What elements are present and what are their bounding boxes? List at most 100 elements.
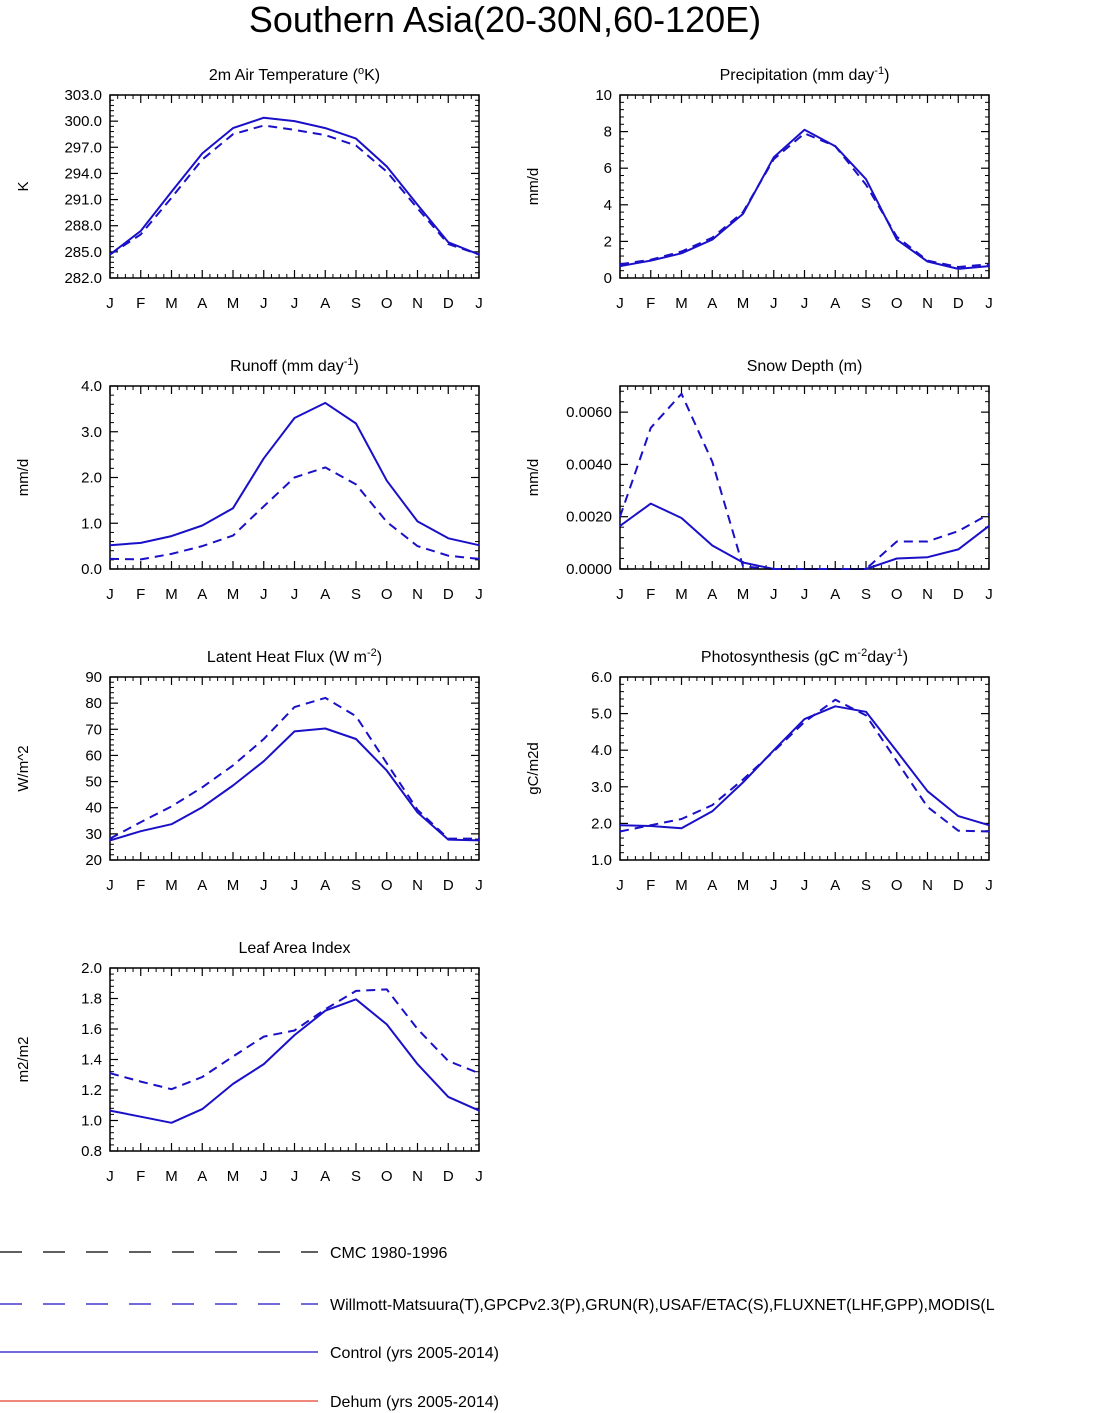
panel-title-part: ) bbox=[377, 649, 382, 666]
x-tick-label: A bbox=[707, 295, 717, 312]
x-tick-label: J bbox=[616, 586, 624, 603]
x-tick-label: J bbox=[475, 1168, 483, 1185]
panel-title-part: Photosynthesis (gC m bbox=[701, 649, 858, 666]
panel-title-part: -1 bbox=[344, 356, 354, 368]
panel-title-part: ) bbox=[884, 67, 889, 84]
y-tick-label: 300.0 bbox=[64, 113, 102, 130]
panel-title-part: o bbox=[358, 65, 364, 77]
x-tick-label: J bbox=[291, 1168, 299, 1185]
y-tick-label: 0 bbox=[604, 270, 612, 287]
y-tick-label: 4.0 bbox=[81, 378, 102, 395]
y-tick-label: 2.0 bbox=[81, 960, 102, 977]
x-tick-label: A bbox=[320, 586, 330, 603]
x-tick-label: D bbox=[953, 295, 964, 312]
x-tick-label: M bbox=[227, 1168, 240, 1185]
x-tick-label: N bbox=[922, 295, 933, 312]
x-tick-label: J bbox=[260, 295, 268, 312]
x-tick-label: A bbox=[197, 586, 207, 603]
y-tick-label: 297.0 bbox=[64, 139, 102, 156]
y-tick-label: 0.0060 bbox=[566, 404, 612, 421]
x-tick-label: M bbox=[165, 295, 178, 312]
x-tick-label: J bbox=[260, 1168, 268, 1185]
x-tick-label: M bbox=[165, 586, 178, 603]
x-tick-label: J bbox=[291, 586, 299, 603]
y-tick-label: 2.0 bbox=[81, 470, 102, 487]
y-axis-label: mm/d bbox=[525, 459, 542, 497]
x-tick-label: O bbox=[381, 295, 393, 312]
y-tick-label: 3.0 bbox=[81, 424, 102, 441]
x-tick-label: S bbox=[861, 295, 871, 312]
series-line-dashed bbox=[109, 988, 480, 1091]
series-line-solid bbox=[109, 998, 480, 1124]
x-tick-label: J bbox=[616, 877, 624, 894]
series-line-solid bbox=[619, 128, 990, 270]
y-axis-label: mm/d bbox=[15, 459, 32, 497]
plot-frame bbox=[619, 385, 990, 570]
y-tick-label: 0.0040 bbox=[566, 456, 612, 473]
y-tick-label: 50 bbox=[85, 774, 102, 791]
x-tick-label: J bbox=[770, 877, 778, 894]
y-tick-label: 1.0 bbox=[81, 1113, 102, 1130]
y-tick-label: 2.0 bbox=[591, 815, 612, 832]
x-tick-label: J bbox=[260, 877, 268, 894]
x-tick-label: J bbox=[260, 586, 268, 603]
x-tick-label: O bbox=[381, 1168, 393, 1185]
y-tick-label: 0.8 bbox=[81, 1143, 102, 1160]
x-tick-label: A bbox=[320, 877, 330, 894]
x-tick-label: M bbox=[737, 586, 750, 603]
x-tick-label: A bbox=[830, 877, 840, 894]
series-line-solid bbox=[619, 502, 990, 570]
series-line-solid bbox=[109, 401, 480, 547]
x-tick-label: J bbox=[801, 877, 809, 894]
y-tick-label: 8 bbox=[604, 124, 612, 141]
series-line-dashed bbox=[109, 696, 479, 840]
x-tick-label: F bbox=[136, 295, 145, 312]
y-tick-label: 0.0000 bbox=[566, 561, 612, 578]
legend-label: CMC 1980-1996 bbox=[330, 1245, 448, 1262]
x-tick-label: J bbox=[475, 586, 483, 603]
y-tick-label: 1.8 bbox=[81, 991, 102, 1008]
panel-title-part: Leaf Area Index bbox=[238, 940, 350, 957]
x-tick-label: F bbox=[136, 586, 145, 603]
series-line-dashed bbox=[619, 392, 990, 570]
plot-frame bbox=[109, 967, 480, 1152]
x-tick-label: N bbox=[922, 877, 933, 894]
x-tick-label: J bbox=[291, 295, 299, 312]
y-tick-label: 6.0 bbox=[591, 669, 612, 686]
panel-runoff: Runoff (mm day-1)J F M A M J J A S O N D J0.01.02.03… bbox=[15, 356, 483, 603]
panel-precipitation: Precipitation (mm day-1)J F M A M J J A S O N D J024… bbox=[525, 65, 993, 312]
x-tick-label: F bbox=[646, 586, 655, 603]
y-tick-label: 0.0020 bbox=[566, 509, 612, 526]
x-tick-label: A bbox=[830, 586, 840, 603]
x-tick-label: J bbox=[475, 877, 483, 894]
series-line-dashed bbox=[109, 124, 480, 256]
panel-snow-depth: Snow Depth (m)J F M A M J J A S O N D J0.00000.00200… bbox=[525, 358, 993, 603]
x-tick-label: M bbox=[165, 877, 178, 894]
y-axis-label: m2/m2 bbox=[15, 1037, 32, 1083]
panel-title-part: 2m Air Temperature ( bbox=[209, 67, 359, 84]
series-line-dashed bbox=[619, 132, 990, 268]
y-tick-label: 20 bbox=[85, 852, 102, 869]
x-tick-label: M bbox=[227, 586, 240, 603]
x-tick-label: M bbox=[675, 586, 688, 603]
y-tick-label: 1.4 bbox=[81, 1052, 102, 1069]
x-tick-label: S bbox=[861, 586, 871, 603]
x-tick-label: O bbox=[381, 877, 393, 894]
panel-title: Precipitation (mm day-1) bbox=[720, 65, 890, 84]
y-tick-label: 10 bbox=[595, 87, 612, 104]
x-tick-label: J bbox=[106, 1168, 114, 1185]
x-tick-label: S bbox=[351, 586, 361, 603]
panel-title: Photosynthesis (gC m-2day-1) bbox=[701, 647, 908, 666]
panel-title-part: Runoff (mm day bbox=[230, 358, 344, 375]
panel-title: 2m Air Temperature (oK) bbox=[209, 65, 380, 84]
y-tick-label: 40 bbox=[85, 800, 102, 817]
x-tick-label: M bbox=[165, 1168, 178, 1185]
panel-title-part: -2 bbox=[367, 647, 377, 659]
panel-title-part: Precipitation (mm day bbox=[720, 67, 875, 84]
y-tick-label: 5.0 bbox=[591, 706, 612, 723]
x-tick-label: O bbox=[891, 877, 903, 894]
panel-title-part: -1 bbox=[874, 65, 884, 77]
y-tick-label: 2 bbox=[604, 233, 612, 250]
panel-title-part: day bbox=[867, 649, 893, 666]
